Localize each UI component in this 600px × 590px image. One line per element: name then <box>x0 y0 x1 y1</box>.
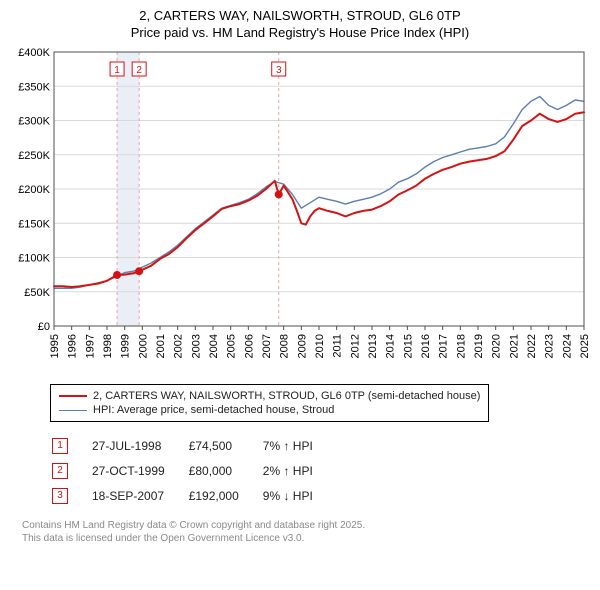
svg-text:2016: 2016 <box>420 334 432 358</box>
legend-label-1: 2, CARTERS WAY, NAILSWORTH, STROUD, GL6 … <box>93 390 480 402</box>
legend-row-1: 2, CARTERS WAY, NAILSWORTH, STROUD, GL6 … <box>59 389 480 403</box>
svg-text:£350K: £350K <box>18 81 50 93</box>
svg-text:1996: 1996 <box>67 334 79 358</box>
annotation-marker: 1 <box>52 438 68 454</box>
svg-text:2012: 2012 <box>349 334 361 358</box>
legend-swatch-2 <box>59 410 87 411</box>
legend-row-2: HPI: Average price, semi-detached house,… <box>59 403 480 417</box>
legend: 2, CARTERS WAY, NAILSWORTH, STROUD, GL6 … <box>50 384 489 422</box>
svg-text:£100K: £100K <box>18 253 50 265</box>
svg-text:2023: 2023 <box>544 334 556 358</box>
title-line1: 2, CARTERS WAY, NAILSWORTH, STROUD, GL6 … <box>10 8 590 23</box>
svg-text:2: 2 <box>136 65 142 76</box>
annotation-delta: 9% ↓ HPI <box>263 484 335 507</box>
chart-container: { "title_line1": "2, CARTERS WAY, NAILSW… <box>0 0 600 549</box>
svg-text:£250K: £250K <box>18 150 50 162</box>
svg-text:1998: 1998 <box>102 334 114 358</box>
svg-text:£200K: £200K <box>18 184 50 196</box>
svg-text:£400K: £400K <box>18 47 50 59</box>
annotation-row: 1 27-JUL-1998£74,5007% ↑ HPI <box>52 434 335 457</box>
svg-text:2019: 2019 <box>473 334 485 358</box>
svg-text:2002: 2002 <box>173 334 185 358</box>
svg-text:1995: 1995 <box>49 334 61 358</box>
svg-text:2001: 2001 <box>155 334 167 358</box>
svg-text:2024: 2024 <box>561 334 573 358</box>
annotation-table: 1 27-JUL-1998£74,5007% ↑ HPI 2 27-OCT-1999£… <box>50 432 337 509</box>
legend-label-2: HPI: Average price, semi-detached house,… <box>93 404 334 416</box>
svg-text:£300K: £300K <box>18 116 50 128</box>
title-line2: Price paid vs. HM Land Registry's House … <box>10 25 590 40</box>
svg-text:1997: 1997 <box>84 334 96 358</box>
svg-text:2000: 2000 <box>137 334 149 358</box>
chart-plot: £0 £50K £100K £150K £200K £250K £300K £350K £400… <box>10 46 590 376</box>
svg-text:£50K: £50K <box>24 287 50 299</box>
svg-text:2004: 2004 <box>208 334 220 358</box>
legend-swatch-1 <box>59 395 87 397</box>
annotation-marker: 3 <box>52 488 68 504</box>
annotation-price: £80,000 <box>189 459 261 482</box>
svg-text:2021: 2021 <box>508 334 520 358</box>
annotation-row: 2 27-OCT-1999£80,0002% ↑ HPI <box>52 459 335 482</box>
svg-text:2011: 2011 <box>332 334 344 358</box>
svg-text:2022: 2022 <box>526 334 538 358</box>
svg-text:2020: 2020 <box>491 334 503 358</box>
annotation-date: 27-OCT-1999 <box>92 459 187 482</box>
svg-text:£150K: £150K <box>18 218 50 230</box>
svg-text:2005: 2005 <box>226 334 238 358</box>
svg-text:2006: 2006 <box>243 334 255 358</box>
svg-text:2015: 2015 <box>402 334 414 358</box>
svg-text:2010: 2010 <box>314 334 326 358</box>
annotation-date: 18-SEP-2007 <box>92 484 187 507</box>
chart-svg: £0 £50K £100K £150K £200K £250K £300K £350K £400… <box>10 46 590 376</box>
footer-line1: Contains HM Land Registry data © Crown c… <box>22 519 590 532</box>
footer: Contains HM Land Registry data © Crown c… <box>22 519 590 545</box>
svg-text:£0: £0 <box>38 321 50 333</box>
annotation-delta: 2% ↑ HPI <box>263 459 335 482</box>
svg-text:2008: 2008 <box>279 334 291 358</box>
svg-text:2014: 2014 <box>385 334 397 358</box>
annotation-marker: 2 <box>52 463 68 479</box>
annotation-row: 3 18-SEP-2007£192,0009% ↓ HPI <box>52 484 335 507</box>
annotation-date: 27-JUL-1998 <box>92 434 187 457</box>
svg-text:2025: 2025 <box>579 334 590 358</box>
annotation-delta: 7% ↑ HPI <box>263 434 335 457</box>
footer-line2: This data is licensed under the Open Gov… <box>22 532 590 545</box>
annotation-price: £74,500 <box>189 434 261 457</box>
svg-text:3: 3 <box>276 65 282 76</box>
svg-text:2013: 2013 <box>367 334 379 358</box>
svg-text:2009: 2009 <box>296 334 308 358</box>
svg-text:2003: 2003 <box>190 334 202 358</box>
annotation-price: £192,000 <box>189 484 261 507</box>
svg-text:1: 1 <box>114 65 120 76</box>
svg-text:1999: 1999 <box>120 334 132 358</box>
svg-text:2007: 2007 <box>261 334 273 358</box>
svg-text:2017: 2017 <box>438 334 450 358</box>
chart-titles: 2, CARTERS WAY, NAILSWORTH, STROUD, GL6 … <box>10 8 590 40</box>
svg-text:2018: 2018 <box>455 334 467 358</box>
